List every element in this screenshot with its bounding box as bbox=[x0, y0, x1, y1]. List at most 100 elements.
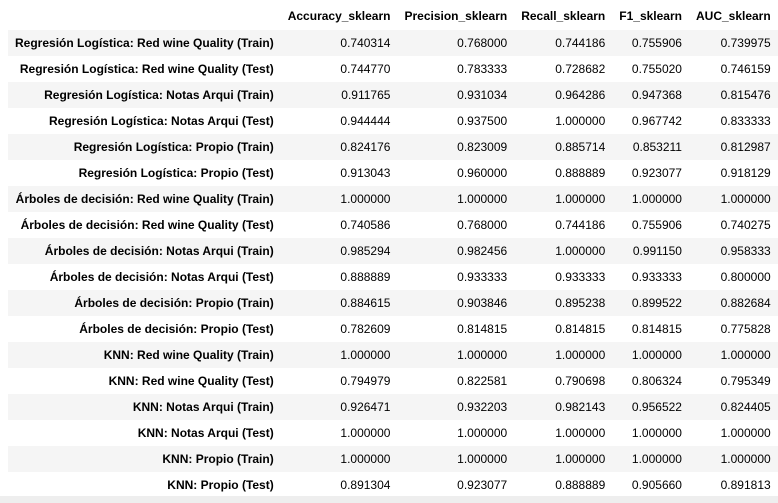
row-label: Árboles de decisión: Propio (Train) bbox=[74, 296, 274, 310]
cell-recall: 0.888889 bbox=[555, 166, 606, 180]
column-header-precision: Precision_sklearn bbox=[397, 3, 515, 30]
cell-auc: 1.000000 bbox=[720, 348, 771, 362]
cell-accuracy: 0.744770 bbox=[340, 62, 391, 76]
column-header-accuracy: Accuracy_sklearn bbox=[280, 3, 398, 30]
cell-precision: 0.931034 bbox=[457, 88, 508, 102]
cell-precision: 0.768000 bbox=[457, 36, 508, 50]
cell-f1: 0.956522 bbox=[631, 400, 682, 414]
cell-f1: 0.923077 bbox=[631, 166, 682, 180]
cell-accuracy: 0.926471 bbox=[340, 400, 391, 414]
cell-accuracy: 0.911765 bbox=[341, 88, 391, 102]
cell-f1: 0.755906 bbox=[631, 218, 682, 232]
cell-recall: 0.964286 bbox=[555, 88, 606, 102]
row-label: KNN: Propio (Test) bbox=[167, 478, 274, 492]
metrics-dataframe: Accuracy_sklearn Precision_sklearn Recal… bbox=[8, 3, 778, 498]
cell-accuracy: 0.740314 bbox=[340, 36, 391, 50]
cell-f1: 1.000000 bbox=[631, 348, 682, 362]
row-label: KNN: Notas Arqui (Train) bbox=[132, 400, 274, 414]
cell-auc: 0.882684 bbox=[720, 296, 771, 310]
output-scrollbar-track[interactable] bbox=[0, 496, 778, 503]
cell-precision: 0.982456 bbox=[457, 244, 508, 258]
cell-f1: 1.000000 bbox=[631, 452, 682, 466]
cell-accuracy: 0.985294 bbox=[340, 244, 391, 258]
table-row: Árboles de decisión: Red wine Quality (T… bbox=[8, 186, 778, 212]
cell-auc: 0.815476 bbox=[720, 88, 771, 102]
cell-recall: 0.790698 bbox=[555, 374, 606, 388]
cell-precision: 0.937500 bbox=[457, 114, 508, 128]
cell-recall: 1.000000 bbox=[555, 192, 606, 206]
cell-auc: 0.800000 bbox=[720, 270, 771, 284]
row-label: Árboles de decisión: Red wine Quality (T… bbox=[20, 218, 274, 232]
row-label: KNN: Red wine Quality (Test) bbox=[108, 374, 274, 388]
cell-precision: 1.000000 bbox=[457, 426, 508, 440]
table-row: Árboles de decisión: Red wine Quality (T… bbox=[8, 212, 778, 238]
row-label: Árboles de decisión: Notas Arqui (Train) bbox=[44, 244, 274, 258]
column-header-recall: Recall_sklearn bbox=[514, 3, 613, 30]
row-label: Regresión Logística: Red wine Quality (T… bbox=[15, 36, 274, 50]
table-row: Regresión Logística: Notas Arqui (Test) … bbox=[8, 108, 778, 134]
cell-accuracy: 0.884615 bbox=[340, 296, 391, 310]
column-header-f1: F1_sklearn bbox=[612, 3, 689, 30]
cell-f1: 0.755020 bbox=[631, 62, 682, 76]
cell-recall: 1.000000 bbox=[555, 452, 606, 466]
column-header-auc: AUC_sklearn bbox=[688, 3, 778, 30]
cell-recall: 0.728682 bbox=[555, 62, 606, 76]
table-row: Árboles de decisión: Notas Arqui (Test) … bbox=[8, 264, 778, 290]
cell-auc: 0.833333 bbox=[720, 114, 771, 128]
cell-auc: 1.000000 bbox=[720, 426, 771, 440]
table-row: Árboles de decisión: Propio (Train) 0.88… bbox=[8, 290, 778, 316]
cell-precision: 0.960000 bbox=[457, 166, 508, 180]
table-header: Accuracy_sklearn Precision_sklearn Recal… bbox=[8, 3, 778, 30]
cell-f1: 1.000000 bbox=[631, 192, 682, 206]
table-row: Árboles de decisión: Notas Arqui (Train)… bbox=[8, 238, 778, 264]
cell-precision: 0.923077 bbox=[457, 478, 508, 492]
cell-f1: 0.991150 bbox=[632, 244, 682, 258]
cell-precision: 0.903846 bbox=[457, 296, 508, 310]
row-label: Regresión Logística: Notas Arqui (Test) bbox=[49, 114, 274, 128]
cell-auc: 0.958333 bbox=[720, 244, 771, 258]
table-body: Regresión Logística: Red wine Quality (T… bbox=[8, 29, 778, 499]
cell-f1: 0.967742 bbox=[631, 114, 682, 128]
table-row: Regresión Logística: Notas Arqui (Train)… bbox=[8, 82, 778, 108]
cell-auc: 0.740275 bbox=[720, 218, 771, 232]
cell-precision: 0.822581 bbox=[457, 374, 508, 388]
table-row: KNN: Notas Arqui (Train) 0.926471 0.9322… bbox=[8, 394, 778, 420]
row-label: Regresión Logística: Propio (Train) bbox=[73, 140, 274, 154]
cell-precision: 0.933333 bbox=[457, 270, 508, 284]
cell-accuracy: 1.000000 bbox=[340, 192, 391, 206]
cell-f1: 0.755906 bbox=[631, 36, 682, 50]
cell-f1: 0.853211 bbox=[632, 140, 682, 154]
cell-auc: 0.795349 bbox=[720, 374, 771, 388]
cell-accuracy: 0.944444 bbox=[340, 114, 391, 128]
cell-recall: 1.000000 bbox=[555, 426, 606, 440]
cell-precision: 0.932203 bbox=[457, 400, 508, 414]
row-label: Regresión Logística: Notas Arqui (Train) bbox=[44, 88, 274, 102]
row-label: Regresión Logística: Red wine Quality (T… bbox=[19, 62, 274, 76]
table-row: Regresión Logística: Red wine Quality (T… bbox=[8, 29, 778, 56]
header-row: Accuracy_sklearn Precision_sklearn Recal… bbox=[8, 3, 778, 30]
table-row: Regresión Logística: Propio (Train) 0.82… bbox=[8, 134, 778, 160]
index-header bbox=[8, 3, 281, 30]
row-label: Árboles de decisión: Red wine Quality (T… bbox=[15, 192, 274, 206]
row-label: Árboles de decisión: Propio (Test) bbox=[79, 322, 274, 336]
cell-accuracy: 0.891304 bbox=[340, 478, 391, 492]
cell-accuracy: 0.782609 bbox=[340, 322, 391, 336]
cell-accuracy: 0.794979 bbox=[340, 374, 391, 388]
cell-auc: 0.918129 bbox=[720, 166, 771, 180]
cell-recall: 0.744186 bbox=[555, 36, 606, 50]
cell-auc: 0.824405 bbox=[720, 400, 771, 414]
cell-recall: 0.933333 bbox=[555, 270, 606, 284]
cell-auc: 1.000000 bbox=[720, 452, 771, 466]
row-label: KNN: Notas Arqui (Test) bbox=[137, 426, 274, 440]
cell-auc: 1.000000 bbox=[720, 192, 771, 206]
cell-f1: 0.947368 bbox=[631, 88, 682, 102]
cell-accuracy: 0.888889 bbox=[340, 270, 391, 284]
cell-recall: 0.885714 bbox=[555, 140, 606, 154]
cell-precision: 0.814815 bbox=[457, 322, 508, 336]
table-row: Árboles de decisión: Propio (Test) 0.782… bbox=[8, 316, 778, 342]
cell-recall: 1.000000 bbox=[555, 348, 606, 362]
cell-precision: 1.000000 bbox=[457, 452, 508, 466]
cell-auc: 0.739975 bbox=[720, 36, 771, 50]
cell-accuracy: 0.824176 bbox=[340, 140, 391, 154]
row-label: Regresión Logística: Propio (Test) bbox=[78, 166, 274, 180]
